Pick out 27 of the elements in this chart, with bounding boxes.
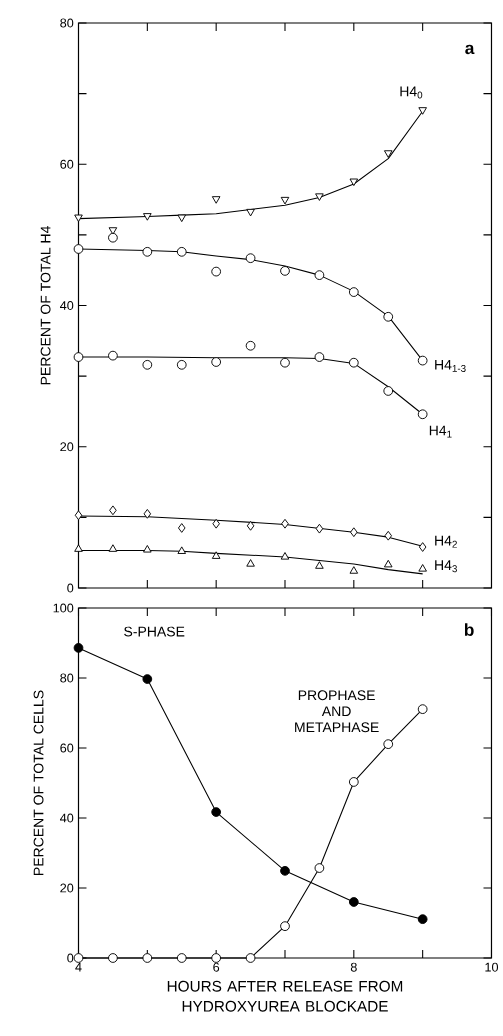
series-label: H4$_{3}$ (435, 560, 457, 573)
series-label: H4$_{1-3}$ (435, 359, 466, 372)
series-label: PROPHASE AND METAPHASE (295, 690, 379, 733)
x-tick-label: 10 (485, 962, 499, 972)
y-tick-label: 40 (60, 813, 74, 823)
y-tick-label: 80 (60, 18, 74, 28)
annotation: b (464, 623, 474, 636)
y-axis-title: PERCENT OF TOTAL CELLS (33, 690, 44, 875)
y-tick-label: 100 (53, 603, 74, 613)
x-tick-label: 8 (350, 962, 357, 972)
series-label: H4$_{1}$ (429, 425, 452, 438)
y-axis-title: PERCENT OF TOTAL H4 (40, 226, 51, 385)
y-tick-label: 80 (60, 673, 74, 683)
y-tick-label: 0 (67, 583, 74, 593)
series-label: H4$_{0}$ (400, 86, 423, 99)
y-tick-label: 60 (60, 159, 74, 169)
series-label: H4$_{2}$ (435, 535, 457, 548)
y-tick-label: 20 (60, 442, 74, 452)
x-axis-title: HOURS AFTER RELEASE FROM HYDROXYUREA BLOCKADE (167, 980, 403, 1012)
y-tick-label: 60 (60, 743, 74, 753)
legend-label: S-PHASE (124, 626, 185, 637)
y-tick-label: 40 (60, 301, 74, 310)
x-tick-label: 6 (213, 962, 220, 972)
y-tick-label: 20 (60, 883, 74, 893)
y-tick-label: 0 (67, 953, 74, 963)
annotation: a (465, 44, 475, 55)
x-tick-label: 4 (75, 962, 82, 972)
